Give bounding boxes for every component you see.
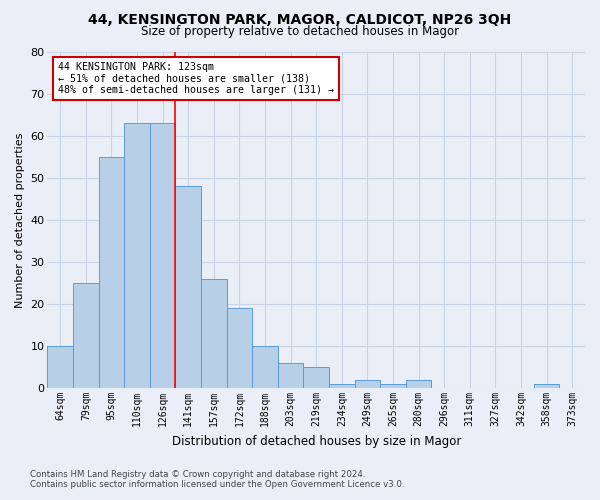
- Bar: [304, 367, 329, 388]
- Bar: [278, 363, 304, 388]
- Bar: [201, 278, 227, 388]
- Bar: [150, 123, 175, 388]
- Bar: [380, 384, 406, 388]
- Bar: [124, 123, 150, 388]
- Text: 44, KENSINGTON PARK, MAGOR, CALDICOT, NP26 3QH: 44, KENSINGTON PARK, MAGOR, CALDICOT, NP…: [88, 12, 512, 26]
- Bar: [73, 283, 98, 388]
- Bar: [534, 384, 559, 388]
- Bar: [47, 346, 73, 388]
- Y-axis label: Number of detached properties: Number of detached properties: [15, 132, 25, 308]
- Bar: [175, 186, 201, 388]
- X-axis label: Distribution of detached houses by size in Magor: Distribution of detached houses by size …: [172, 434, 461, 448]
- Bar: [406, 380, 431, 388]
- Bar: [98, 156, 124, 388]
- Bar: [355, 380, 380, 388]
- Bar: [252, 346, 278, 388]
- Text: 44 KENSINGTON PARK: 123sqm
← 51% of detached houses are smaller (138)
48% of sem: 44 KENSINGTON PARK: 123sqm ← 51% of deta…: [58, 62, 334, 95]
- Text: Contains HM Land Registry data © Crown copyright and database right 2024.
Contai: Contains HM Land Registry data © Crown c…: [30, 470, 404, 489]
- Bar: [329, 384, 355, 388]
- Text: Size of property relative to detached houses in Magor: Size of property relative to detached ho…: [141, 25, 459, 38]
- Bar: [227, 308, 252, 388]
